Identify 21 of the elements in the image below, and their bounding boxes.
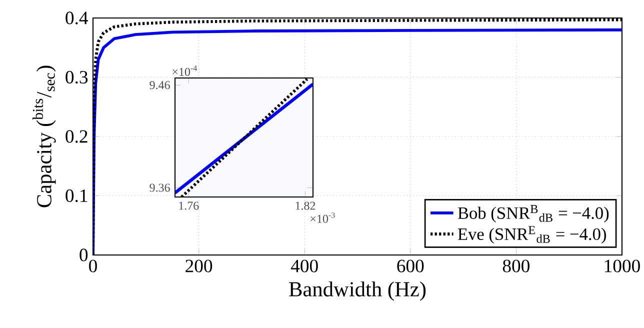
x-tick-label: 0 xyxy=(89,260,97,272)
x-tick-label: 1.82 xyxy=(296,202,316,210)
annotation: ×10$^{-3}$ xyxy=(310,212,335,223)
x-tick-label: 200 xyxy=(186,260,212,272)
y-tick-label: 0 xyxy=(80,248,88,262)
y-tick-label: 0.4 xyxy=(66,12,88,24)
y-axis-title: Capacity ($^{bits}$/$_{sec}$) xyxy=(32,66,56,208)
x-tick-label: 1000 xyxy=(604,260,640,272)
y-tick-label: 0.2 xyxy=(66,130,88,143)
y-tick-label: 0.1 xyxy=(66,189,88,202)
legend-label: Bob (SNR$^{B}$$_{dB}$ = −4.0) xyxy=(458,205,609,222)
y-tick-label: 9.36 xyxy=(150,184,170,192)
x-tick-label: 400 xyxy=(290,260,318,272)
y-tick-label: 9.46 xyxy=(150,81,170,90)
x-tick-label: 600 xyxy=(397,260,424,272)
y-tick-label: 0.3 xyxy=(66,70,88,84)
x-axis-title: Bandwidth (Hz) xyxy=(289,281,426,301)
legend-label: Eve (SNR$^{E}$$_{dB}$ = −4.0) xyxy=(458,226,606,244)
x-tick-label: 1.76 xyxy=(179,202,199,210)
x-tick-label: 800 xyxy=(502,260,530,272)
annotation: ×10$^{-4}$ xyxy=(172,65,198,76)
